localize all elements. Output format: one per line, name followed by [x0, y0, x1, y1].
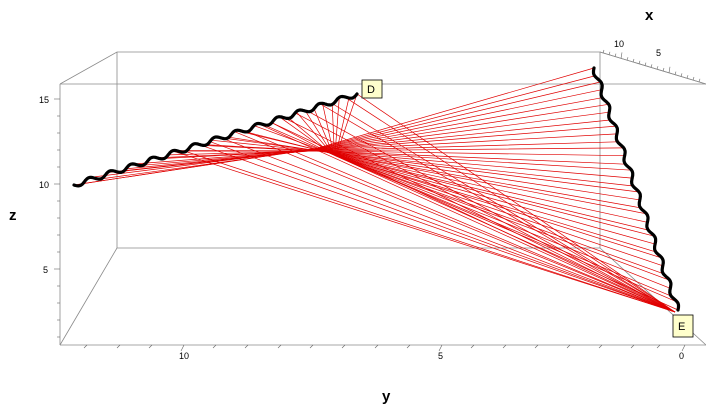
z-axis-title: z [9, 207, 17, 224]
x-tick-mark [680, 73, 683, 77]
y-tick-mark [534, 344, 539, 349]
ray-line-to-e [356, 93, 676, 313]
x-tick-mark [692, 76, 695, 81]
z-tick-label: 10 [39, 180, 49, 190]
x-tick-mark [602, 49, 605, 54]
y-tick-mark [309, 344, 314, 349]
z-tick-label: 15 [39, 95, 49, 105]
y-axis: 10 5 0 y [83, 344, 686, 405]
x-tick-mark [644, 62, 647, 66]
z-axis: 15 10 5 z [9, 95, 60, 338]
ray-line [322, 103, 670, 281]
left-wavy-curve [72, 92, 359, 188]
y-tick-mark [212, 344, 217, 349]
x-tick-mark [638, 60, 641, 64]
y-tick-label: 5 [438, 351, 443, 361]
x-tick-mark [614, 53, 617, 57]
y-axis-title: y [382, 388, 391, 405]
y-tick-mark [374, 344, 379, 349]
x-tick-mark [686, 75, 689, 79]
point-d-label: D [361, 79, 383, 99]
ray-line-to-e [185, 151, 676, 313]
ray-line-to-e [319, 103, 676, 313]
y-tick-mark [116, 344, 121, 349]
y-tick-mark [630, 344, 635, 349]
z-tick-label: 5 [43, 265, 48, 275]
x-tick-label: 10 [614, 39, 624, 49]
ray-line [334, 97, 672, 297]
right-wavy-curve [591, 66, 681, 312]
ray-line-to-e [197, 143, 676, 313]
x-tick-label: 5 [656, 48, 661, 58]
ray-line-to-e [332, 103, 676, 313]
y-tick-mark [148, 344, 153, 349]
x-tick-mark [650, 64, 653, 68]
y-tick-mark [566, 344, 571, 349]
y-tick-mark [470, 344, 475, 349]
ray-line [313, 108, 664, 275]
y-tick-mark [341, 344, 346, 349]
ray-line [331, 104, 671, 289]
ray-line-to-e [247, 131, 676, 313]
point-d-text: D [367, 84, 375, 96]
ray-line-to-e [308, 111, 676, 313]
y-tick-mark [681, 344, 686, 352]
point-e-box [672, 314, 694, 338]
y-tick-mark [502, 344, 507, 349]
x-tick-mark [608, 51, 611, 55]
ray-line-to-e [295, 112, 676, 313]
point-d-box [361, 79, 383, 99]
point-e-label: E [672, 314, 694, 338]
ray-line-to-e [257, 123, 676, 313]
x-tick-mark [668, 66, 671, 73]
ray-line-to-e [283, 117, 676, 313]
point-e-text: E [678, 321, 685, 333]
y-tick-mark [598, 344, 603, 349]
x-tick-mark [662, 67, 665, 72]
ray-line-to-e [271, 122, 676, 313]
x-tick-mark [656, 66, 659, 70]
y-tick-mark [83, 344, 88, 349]
ray-line [133, 119, 611, 165]
ray-line-to-e [209, 141, 676, 313]
y-tick-mark [180, 344, 185, 352]
bounding-box [59, 51, 706, 346]
ray-lines [73, 67, 679, 313]
ray-line-to-e [344, 96, 676, 313]
x-tick-mark [626, 57, 629, 61]
x-tick-mark [632, 58, 635, 63]
x-tick-mark [698, 78, 701, 82]
y-tick-mark [438, 344, 443, 352]
x-axis-title: x [645, 7, 654, 24]
ray-line [305, 110, 663, 267]
y-tick-mark [406, 344, 411, 349]
y-tick-mark [277, 344, 282, 349]
ray-line-to-e [172, 150, 676, 313]
ray-line-to-e [233, 131, 676, 313]
y-tick-label: 10 [179, 351, 189, 361]
x-axis: 10 5 x [599, 7, 706, 85]
y-tick-mark [656, 344, 661, 349]
x-tick-mark [674, 71, 677, 75]
ray-line-to-e [221, 137, 676, 313]
y-tick-mark [244, 344, 249, 349]
ray-line [278, 116, 656, 245]
x-tick-mark [620, 52, 623, 59]
y-tick-label: 0 [679, 351, 684, 361]
